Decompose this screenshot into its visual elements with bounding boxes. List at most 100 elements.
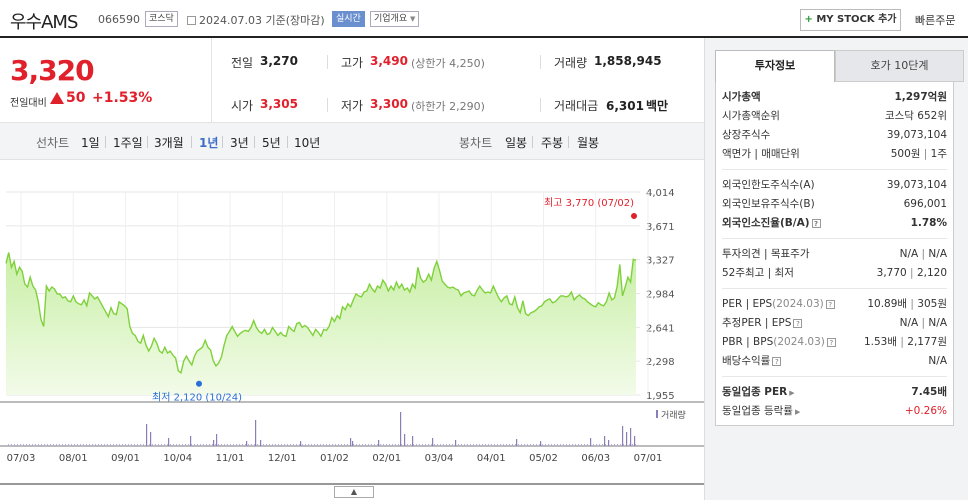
volume-legend-swatch — [656, 410, 658, 418]
volume-bar — [233, 444, 234, 446]
volume-bar — [255, 420, 257, 446]
open-value: 3,305 — [260, 97, 298, 111]
chevron-up-icon: ▲ — [350, 487, 358, 496]
volume-bar — [461, 444, 462, 446]
collapse-chart-button[interactable]: ▲ — [334, 486, 374, 498]
volume-bar — [323, 444, 324, 446]
volume-bar — [434, 444, 435, 446]
volume-bar — [563, 444, 564, 446]
low-value: 3,300 — [370, 97, 408, 111]
volume-bar — [536, 444, 537, 446]
period-3m[interactable]: 3개월 — [154, 136, 184, 150]
company-overview-dropdown[interactable]: 기업개요 ▼ — [370, 11, 420, 27]
volume-bar — [98, 444, 99, 446]
period-1d[interactable]: 1일 — [81, 136, 100, 150]
volume-bar — [410, 444, 411, 446]
volume-bar — [107, 444, 108, 446]
info-row-opinion: 투자의견 | 목표주가 N/A | N/A — [722, 248, 947, 260]
info-row-sector-change[interactable]: 동일업종 등락률 ▶ +0.26% — [722, 405, 947, 417]
volume-bar — [221, 444, 222, 446]
volume-bar — [50, 444, 51, 446]
volume-bar — [77, 444, 78, 446]
volume-bar — [227, 444, 228, 446]
period-10y[interactable]: 10년 — [294, 136, 321, 150]
info-row-market-cap-rank: 시가총액순위 코스닥 652위 — [722, 110, 947, 122]
volume-bar — [432, 438, 434, 446]
volume-bar — [407, 444, 408, 446]
x-tick-label: 09/01 — [111, 453, 140, 464]
calendar-icon — [187, 16, 196, 25]
volume-bar — [380, 444, 381, 446]
volume-bar — [218, 444, 219, 446]
candle-daily[interactable]: 일봉 — [505, 136, 528, 150]
help-icon[interactable]: ? — [793, 319, 803, 328]
volume-bar — [413, 444, 414, 446]
volume-bar — [590, 438, 592, 446]
volume-bar — [485, 444, 486, 446]
volume-bar — [359, 444, 360, 446]
candle-weekly[interactable]: 주봉 — [541, 136, 564, 150]
info-row-52week: 52주최고 | 최저 3,770 | 2,120 — [722, 267, 947, 279]
price-chart[interactable]: 4,014 3,671 3,327 2,984 2,641 2,298 1,955 최고 3,… — [0, 162, 704, 500]
tab-hoga-10[interactable]: 호가 10단계 — [835, 50, 964, 82]
volume-bar — [479, 444, 480, 446]
price-summary: 3,320 전일대비 50 +1.53% 전일 3,270 고가 3,490 (… — [0, 38, 704, 122]
volume-bar — [125, 444, 126, 446]
volume-bar — [338, 444, 339, 446]
volume-bar — [634, 436, 636, 446]
realtime-badge[interactable]: 실시간 — [332, 11, 365, 27]
volume-bar — [300, 441, 302, 446]
volume-bar — [419, 444, 420, 446]
volume-bar — [446, 444, 447, 446]
info-row-pbr-bps: PBR | BPS(2024.03)? 1.53배 | 2,177원 — [722, 336, 947, 348]
volume-bar — [569, 444, 570, 446]
volume-bar — [140, 444, 141, 446]
divider — [722, 371, 947, 377]
help-icon[interactable]: ? — [811, 219, 821, 228]
volume-bar — [584, 444, 585, 446]
volume-bar — [524, 444, 525, 446]
volume-bar — [622, 426, 624, 446]
volume-bar — [566, 444, 567, 446]
help-icon[interactable]: ? — [826, 338, 836, 347]
help-icon[interactable]: ? — [772, 357, 782, 366]
volume-bar — [182, 444, 183, 446]
volume-bar — [497, 444, 498, 446]
help-icon[interactable]: ? — [825, 300, 835, 309]
quick-order-button[interactable]: 빠른주문 — [915, 14, 956, 27]
volume-bar — [516, 439, 518, 446]
period-3y[interactable]: 3년 — [230, 136, 249, 150]
prev-close-label: 전일 — [231, 56, 254, 70]
info-row-sector-per[interactable]: 동일업종 PER ▶ 7.45배 — [722, 386, 947, 398]
volume-bar — [242, 444, 243, 446]
volume-bar — [464, 444, 465, 446]
volume-bar — [422, 444, 423, 446]
volume-bar — [617, 444, 618, 446]
volume-bar — [599, 444, 600, 446]
period-1w[interactable]: 1주일 — [113, 136, 143, 150]
volume-bar — [341, 444, 342, 446]
volume-bar — [296, 444, 297, 446]
candle-monthly[interactable]: 월봉 — [577, 136, 600, 150]
volume-bar — [278, 444, 279, 446]
investment-info-panel: 투자정보 호가 10단계 시가총액 1,297억원 시가총액순위 코스닥 652… — [704, 38, 968, 500]
volume-bar — [470, 444, 471, 446]
volume-bar — [374, 444, 375, 446]
tab-invest-info[interactable]: 투자정보 — [715, 50, 835, 82]
volume-bar — [20, 444, 21, 446]
plus-icon: + — [804, 14, 813, 25]
volume-bar — [260, 440, 262, 446]
volume-bar — [440, 444, 441, 446]
volume-bar — [194, 444, 195, 446]
stock-name: 우수AMS — [10, 12, 78, 33]
y-tick-label: 2,298 — [646, 357, 675, 368]
period-1y[interactable]: 1년 — [199, 136, 219, 150]
volume-bar — [29, 444, 30, 446]
volume-bar — [311, 444, 312, 446]
volume-bar — [272, 444, 273, 446]
volume-bar — [74, 444, 75, 446]
volume-bar — [176, 444, 177, 446]
period-5y[interactable]: 5년 — [262, 136, 281, 150]
add-mystock-button[interactable]: + MY STOCK 추가 — [800, 9, 901, 31]
volume-bar — [224, 444, 225, 446]
